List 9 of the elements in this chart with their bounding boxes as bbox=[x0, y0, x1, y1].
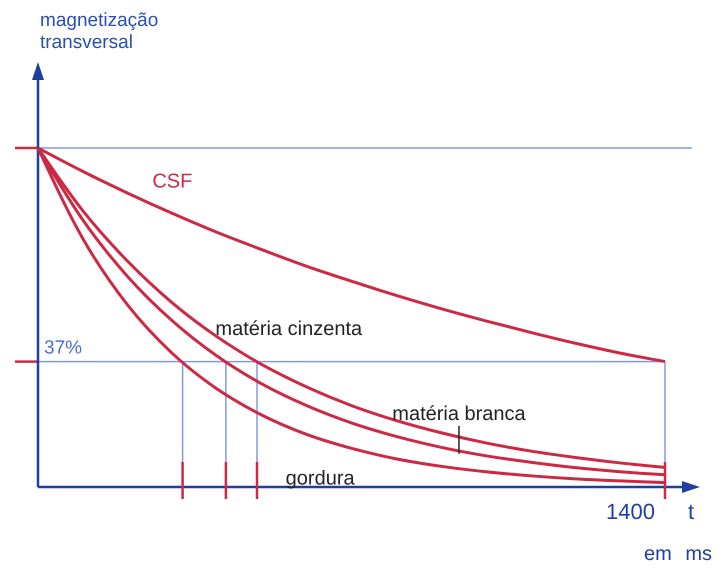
text: 1400 bbox=[606, 499, 655, 524]
series-label: CSF bbox=[152, 170, 192, 192]
y-axis-title: magnetização transversal bbox=[40, 10, 158, 53]
x-axis-title: t bbox=[688, 499, 694, 524]
ref-line-label: 37% bbox=[44, 338, 82, 359]
text: em ms bbox=[644, 543, 712, 565]
series-label: matéria cinzenta bbox=[215, 318, 364, 340]
legend-label: gordura bbox=[286, 467, 356, 490]
series-label: matéria branca bbox=[392, 402, 527, 425]
